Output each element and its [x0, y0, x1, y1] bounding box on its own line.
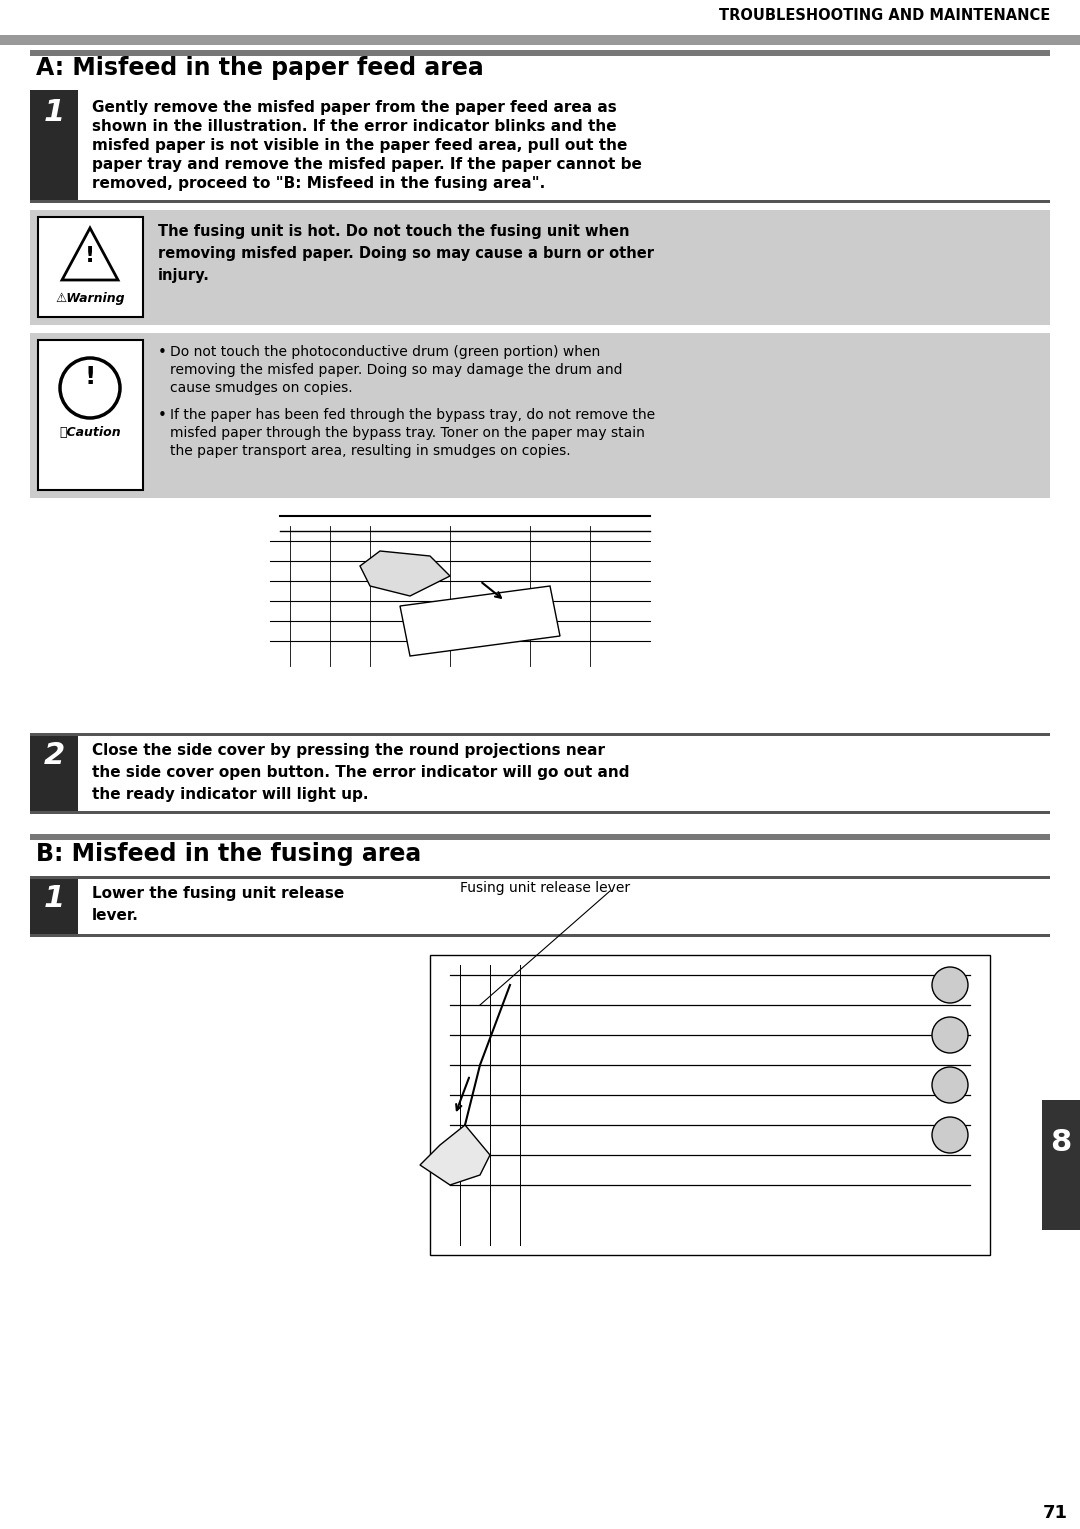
Text: Close the side cover by pressing the round projections near: Close the side cover by pressing the rou… — [92, 743, 605, 758]
Text: removing the misfed paper. Doing so may damage the drum and: removing the misfed paper. Doing so may … — [170, 362, 622, 378]
Text: ⚠Warning: ⚠Warning — [55, 292, 125, 304]
Text: lever.: lever. — [92, 908, 139, 924]
Bar — [30, 934, 1050, 937]
Bar — [30, 333, 1050, 498]
Text: ⓘCaution: ⓘCaution — [59, 427, 121, 439]
Bar — [1042, 1099, 1080, 1229]
Text: 1: 1 — [43, 98, 65, 127]
Text: Fusing unit release lever: Fusing unit release lever — [460, 881, 630, 894]
Circle shape — [932, 966, 968, 1003]
Bar — [30, 50, 1050, 57]
Bar — [30, 90, 78, 200]
Polygon shape — [400, 586, 561, 656]
Bar — [30, 732, 1050, 735]
Text: injury.: injury. — [158, 268, 210, 283]
Bar — [38, 339, 143, 489]
Bar — [30, 200, 1050, 203]
Text: Do not touch the photoconductive drum (green portion) when: Do not touch the photoconductive drum (g… — [170, 346, 600, 359]
Bar — [30, 876, 78, 934]
Text: paper tray and remove the misfed paper. If the paper cannot be: paper tray and remove the misfed paper. … — [92, 157, 642, 171]
Text: TROUBLESHOOTING AND MAINTENANCE: TROUBLESHOOTING AND MAINTENANCE — [719, 8, 1050, 23]
Text: A: Misfeed in the paper feed area: A: Misfeed in the paper feed area — [36, 57, 484, 80]
Text: •: • — [158, 408, 167, 424]
Text: If the paper has been fed through the bypass tray, do not remove the: If the paper has been fed through the by… — [170, 408, 656, 422]
Text: Lower the fusing unit release: Lower the fusing unit release — [92, 885, 345, 901]
Bar — [430, 956, 990, 1255]
Circle shape — [932, 1067, 968, 1102]
Text: Gently remove the misfed paper from the paper feed area as: Gently remove the misfed paper from the … — [92, 99, 617, 115]
Bar — [30, 209, 1050, 326]
Text: 8: 8 — [1051, 1128, 1071, 1157]
Text: shown in the illustration. If the error indicator blinks and the: shown in the illustration. If the error … — [92, 119, 617, 135]
Text: the paper transport area, resulting in smudges on copies.: the paper transport area, resulting in s… — [170, 443, 570, 459]
Bar — [0, 35, 1080, 44]
Circle shape — [932, 1118, 968, 1153]
Polygon shape — [62, 228, 118, 280]
Bar — [30, 876, 1050, 879]
Circle shape — [932, 1017, 968, 1053]
Bar — [30, 833, 1050, 839]
Text: misfed paper through the bypass tray. Toner on the paper may stain: misfed paper through the bypass tray. To… — [170, 427, 645, 440]
Text: the ready indicator will light up.: the ready indicator will light up. — [92, 787, 368, 803]
Bar — [30, 732, 78, 810]
Text: cause smudges on copies.: cause smudges on copies. — [170, 381, 353, 394]
Text: The fusing unit is hot. Do not touch the fusing unit when: The fusing unit is hot. Do not touch the… — [158, 225, 630, 239]
Text: 71: 71 — [1042, 1505, 1067, 1521]
Text: removed, proceed to "B: Misfeed in the fusing area".: removed, proceed to "B: Misfeed in the f… — [92, 176, 545, 191]
Text: •: • — [158, 346, 167, 359]
Text: !: ! — [85, 246, 95, 266]
Polygon shape — [420, 1125, 490, 1185]
Text: the side cover open button. The error indicator will go out and: the side cover open button. The error in… — [92, 764, 630, 780]
Bar — [38, 217, 143, 317]
Polygon shape — [360, 550, 450, 596]
Text: !: ! — [84, 365, 96, 388]
Text: B: Misfeed in the fusing area: B: Misfeed in the fusing area — [36, 842, 421, 865]
Text: 2: 2 — [43, 742, 65, 771]
Text: removing misfed paper. Doing so may cause a burn or other: removing misfed paper. Doing so may caus… — [158, 246, 654, 261]
Text: 1: 1 — [43, 884, 65, 913]
Bar — [30, 810, 1050, 813]
Text: misfed paper is not visible in the paper feed area, pull out the: misfed paper is not visible in the paper… — [92, 138, 627, 153]
